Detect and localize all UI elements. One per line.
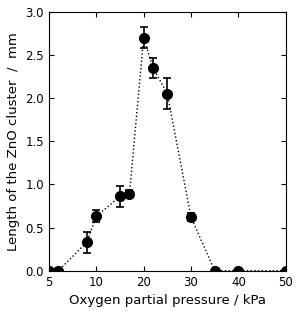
X-axis label: Oxygen partial pressure / kPa: Oxygen partial pressure / kPa bbox=[69, 294, 266, 307]
Y-axis label: Length of the ZnO cluster  /  mm: Length of the ZnO cluster / mm bbox=[7, 32, 20, 251]
